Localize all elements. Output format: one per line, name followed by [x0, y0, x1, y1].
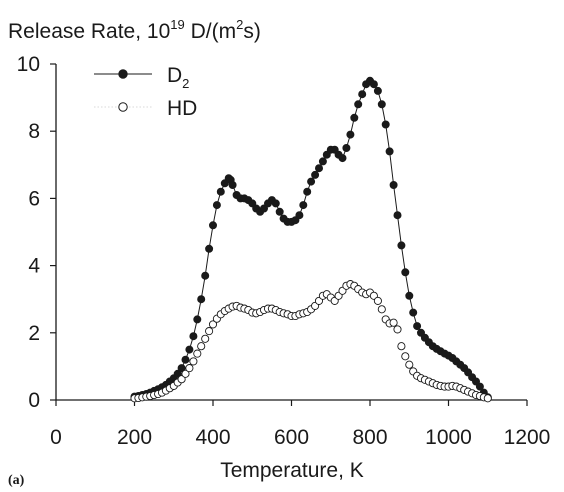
series-hd [130, 280, 492, 403]
series-d2-point [177, 364, 186, 373]
series-hd-point [208, 320, 218, 329]
series-hd-point [205, 327, 214, 336]
series-d2-point [228, 180, 237, 189]
series-d2-point [185, 345, 194, 354]
series-hd-point [373, 296, 382, 305]
series-d2-point [205, 244, 214, 253]
series-d2-point [373, 86, 382, 95]
series-d2-point [307, 177, 316, 186]
series-d2-point [342, 143, 351, 152]
series-hd-point [189, 357, 198, 366]
series-d2-point [350, 113, 359, 122]
x-tick-label: 1200 [504, 426, 551, 449]
series-hd-point [483, 394, 492, 403]
series-d2-point [338, 154, 347, 163]
x-axis-title: Temperature, K [220, 459, 364, 482]
x-tick-label: 600 [274, 426, 309, 449]
series-d2-point [354, 100, 363, 109]
y-axis-title-tail: s) [243, 20, 261, 43]
legend-d2-label: D2 [167, 64, 189, 91]
x-tick-label: 1000 [425, 426, 472, 449]
legend-d2-name: D [167, 64, 182, 87]
series-d2-point [311, 170, 320, 179]
x-tick-label: 400 [195, 426, 230, 449]
series-d2-point [181, 355, 190, 364]
legend-d2-marker [118, 69, 128, 79]
series-d2-point [193, 315, 202, 324]
x-tick-label: 800 [352, 426, 387, 449]
series-d2-point [189, 332, 198, 341]
series-d2-point [271, 199, 280, 208]
y-axis-title-main: Release Rate, 10 [8, 20, 170, 43]
series-d2-point [314, 164, 323, 173]
series-d2-point [212, 201, 221, 210]
series-d2-point [409, 308, 418, 317]
y-tick-label: 6 [28, 187, 40, 210]
series-d2-point [275, 207, 284, 216]
y-axis-ticks: 0 2 4 6 8 10 [17, 53, 56, 412]
legend-hd-marker [118, 102, 128, 112]
legend-d2-subscript: 2 [182, 76, 189, 91]
series-hd-point [397, 342, 406, 351]
series-d2-point [216, 187, 225, 196]
series-d2-point [173, 369, 182, 378]
series-d2-point [208, 221, 217, 230]
series-hd-point [185, 364, 194, 373]
y-axis-title: Release Rate, 1019 D/(m2s) [8, 17, 261, 43]
series-d2-point [381, 120, 390, 129]
series-d2-point [377, 100, 386, 109]
y-tick-label: 8 [28, 120, 40, 143]
y-tick-label: 10 [17, 53, 40, 76]
legend-hd-label: HD [167, 97, 197, 120]
x-tick-label: 0 [50, 426, 62, 449]
series-d2-point [369, 80, 378, 89]
series-d2-point [346, 130, 355, 139]
series-d2-point [197, 295, 206, 304]
series-hd-point [201, 334, 210, 343]
y-tick-label: 4 [28, 255, 40, 278]
series-d2-point [303, 187, 312, 196]
series-hd-point [177, 375, 186, 384]
x-axis-ticks: 0 200 400 600 800 1000 1200 [50, 400, 550, 449]
series-d2-point [405, 291, 414, 300]
series-d2 [130, 76, 492, 402]
series-d2-point [413, 322, 422, 331]
series-d2-point [389, 180, 398, 189]
series-d2-point [401, 268, 410, 277]
series-d2-point [397, 241, 406, 250]
series-d2-point [299, 201, 308, 210]
series-d2-point [358, 90, 367, 99]
y-tick-label: 2 [28, 322, 40, 345]
series-hd-point [401, 352, 410, 361]
series-hd-point [393, 325, 402, 334]
series-d2-point [393, 211, 402, 220]
series-hd-point [377, 305, 386, 314]
y-axis-title-unit: D/(m [185, 20, 236, 43]
y-axis-title-exponent: 19 [170, 17, 184, 32]
series-d2-point [475, 382, 484, 391]
series-d2-point [385, 147, 394, 156]
series-d2-point [318, 157, 327, 166]
series-hd-point [389, 318, 398, 327]
y-axis-title-unit-exponent: 2 [236, 17, 243, 32]
series-hd-point [197, 342, 206, 351]
series-hd-point [193, 349, 202, 358]
series-d2-point [295, 211, 304, 220]
legend: D2 HD [94, 64, 197, 120]
x-tick-label: 200 [117, 426, 152, 449]
panel-label: (a) [8, 473, 25, 488]
series-hd-point [181, 369, 190, 378]
series-d2-point [201, 271, 210, 280]
series-hd-point [405, 360, 414, 369]
y-tick-label: 0 [28, 389, 40, 412]
